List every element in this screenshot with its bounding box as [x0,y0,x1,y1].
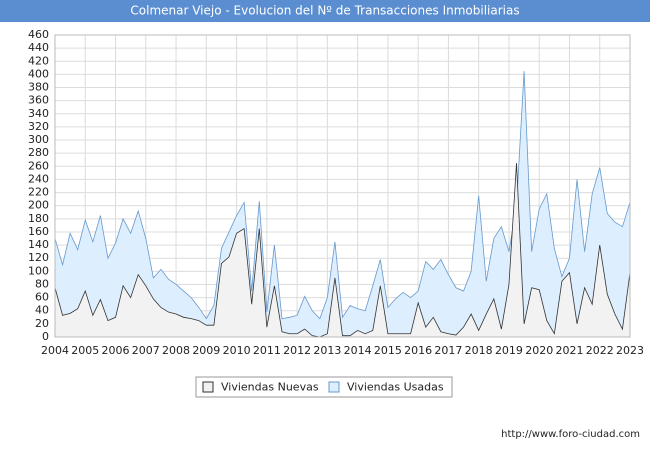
y-tick-label: 20 [35,317,49,330]
y-tick-label: 200 [28,199,49,212]
x-tick-label: 2007 [132,344,160,357]
y-tick-label: 300 [28,133,49,146]
series-line [54,71,631,320]
y-tick-label: 420 [28,54,49,67]
y-tick-label: 160 [28,225,49,238]
x-tick-label: 2020 [525,344,553,357]
y-tick-label: 280 [28,146,49,159]
legend-label: Viviendas Usadas [347,381,444,394]
series-line [54,162,631,338]
source: http://www.foro-ciudad.com [501,429,640,440]
y-tick-label: 80 [35,277,49,290]
legend: Viviendas Nuevas Viviendas Usadas [195,376,453,398]
legend-label: Viviendas Nuevas [221,381,319,394]
y-tick-label: 140 [28,238,49,251]
legend-swatch [202,381,214,393]
y-tick-label: 240 [28,172,49,185]
x-tick-label: 2014 [344,344,372,357]
x-tick-label: 2022 [586,344,614,357]
plot-area [54,34,631,338]
y-tick-label: 360 [28,94,49,107]
x-tick-label: 2006 [102,344,130,357]
x-tick-label: 2018 [465,344,493,357]
x-tick-label: 2023 [616,344,644,357]
x-tick-label: 2016 [404,344,432,357]
title-bar [0,0,650,22]
chart-title: Colmenar Viejo - Evolucion del Nº de Tra… [130,4,519,18]
y-tick-label: 60 [35,291,49,304]
y-tick-label: 0 [42,330,49,343]
y-tick-label: 460 [28,28,49,41]
legend-swatch [328,381,340,393]
y-tick-label: 220 [28,186,49,199]
y-tick-label: 40 [35,304,49,317]
x-tick-label: 2015 [374,344,402,357]
y-tick-label: 340 [28,107,49,120]
y-tick-label: 120 [28,251,49,264]
y-tick-label: 440 [28,41,49,54]
y-tick-label: 380 [28,81,49,94]
series-area [55,163,630,337]
x-tick-label: 2013 [313,344,341,357]
x-tick-label: 2012 [283,344,311,357]
y-tick-label: 180 [28,212,49,225]
y-tick-label: 400 [28,67,49,80]
x-tick-label: 2017 [434,344,462,357]
x-tick-label: 2008 [162,344,190,357]
legend-box [195,376,453,398]
x-tick-label: 2005 [71,344,99,357]
x-tick-label: 2011 [253,344,281,357]
x-tick-label: 2021 [555,344,583,357]
x-tick-label: 2009 [192,344,220,357]
y-tick-label: 100 [28,264,49,277]
y-tick-label: 320 [28,120,49,133]
x-tick-label: 2019 [495,344,523,357]
x-tick-label: 2004 [41,344,69,357]
x-tick-label: 2010 [223,344,251,357]
y-tick-label: 260 [28,159,49,172]
